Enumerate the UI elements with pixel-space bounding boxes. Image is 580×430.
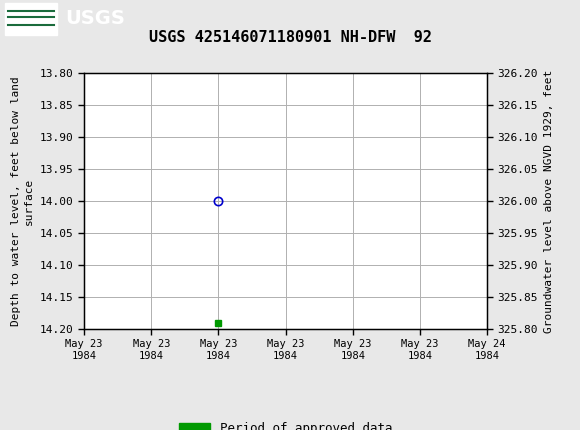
Y-axis label: Depth to water level, feet below land
surface: Depth to water level, feet below land su… xyxy=(11,76,34,326)
Y-axis label: Groundwater level above NGVD 1929, feet: Groundwater level above NGVD 1929, feet xyxy=(543,69,554,333)
Legend: Period of approved data: Period of approved data xyxy=(174,418,397,430)
Text: USGS: USGS xyxy=(66,9,125,28)
FancyBboxPatch shape xyxy=(5,3,57,35)
Text: USGS 425146071180901 NH-DFW  92: USGS 425146071180901 NH-DFW 92 xyxy=(148,30,432,45)
